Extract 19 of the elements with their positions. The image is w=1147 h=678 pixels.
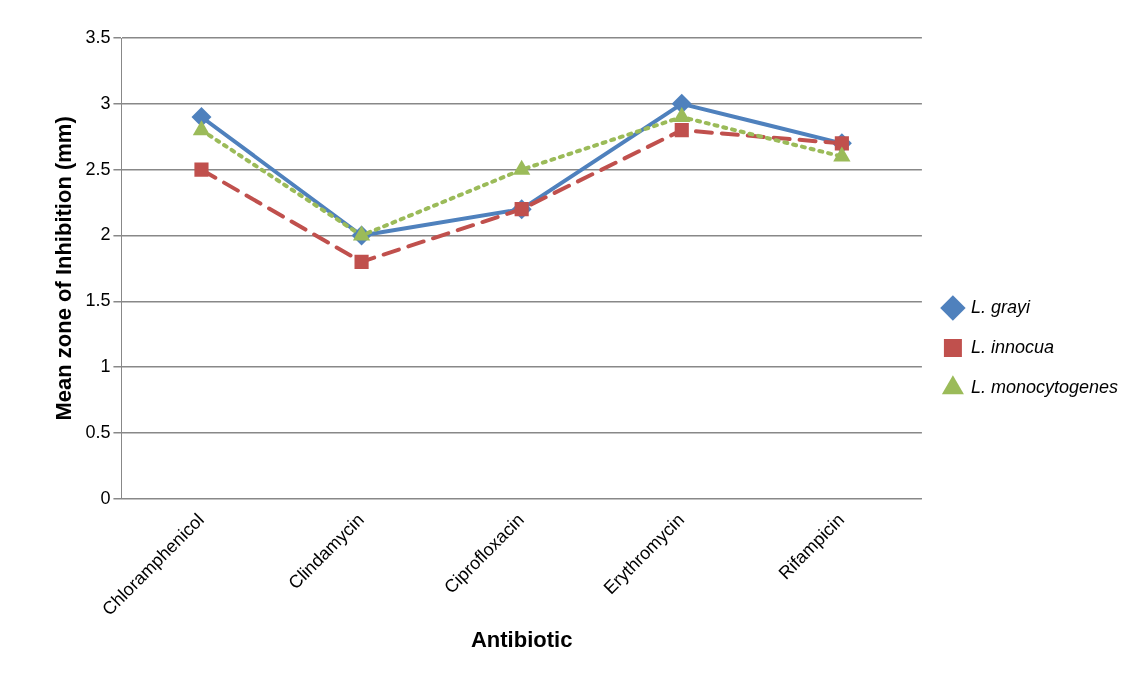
legend-label: L. grayi [970,297,1031,317]
y-tick-label: 1.5 [85,290,111,311]
point [674,123,689,138]
y-tick-label: 3.5 [85,26,111,47]
legend-label: L. monocytogenes [970,377,1118,397]
y-tick-label: 3 [100,92,111,113]
y-axis-title: Mean zone of Inhibition (mm) [51,116,77,421]
y-tick-label: 2 [100,224,111,245]
point [354,254,369,269]
y-tick-label: 0.5 [85,421,111,442]
x-axis-title: Antibiotic [470,626,573,652]
point [194,162,209,177]
y-tick-label: 0 [100,487,111,508]
point [192,120,211,136]
legend-label: L. innocua [970,337,1054,357]
y-tick-label: 1 [100,356,111,377]
y-tick-label: 2.5 [85,158,111,179]
point [191,107,212,127]
point [671,93,692,114]
